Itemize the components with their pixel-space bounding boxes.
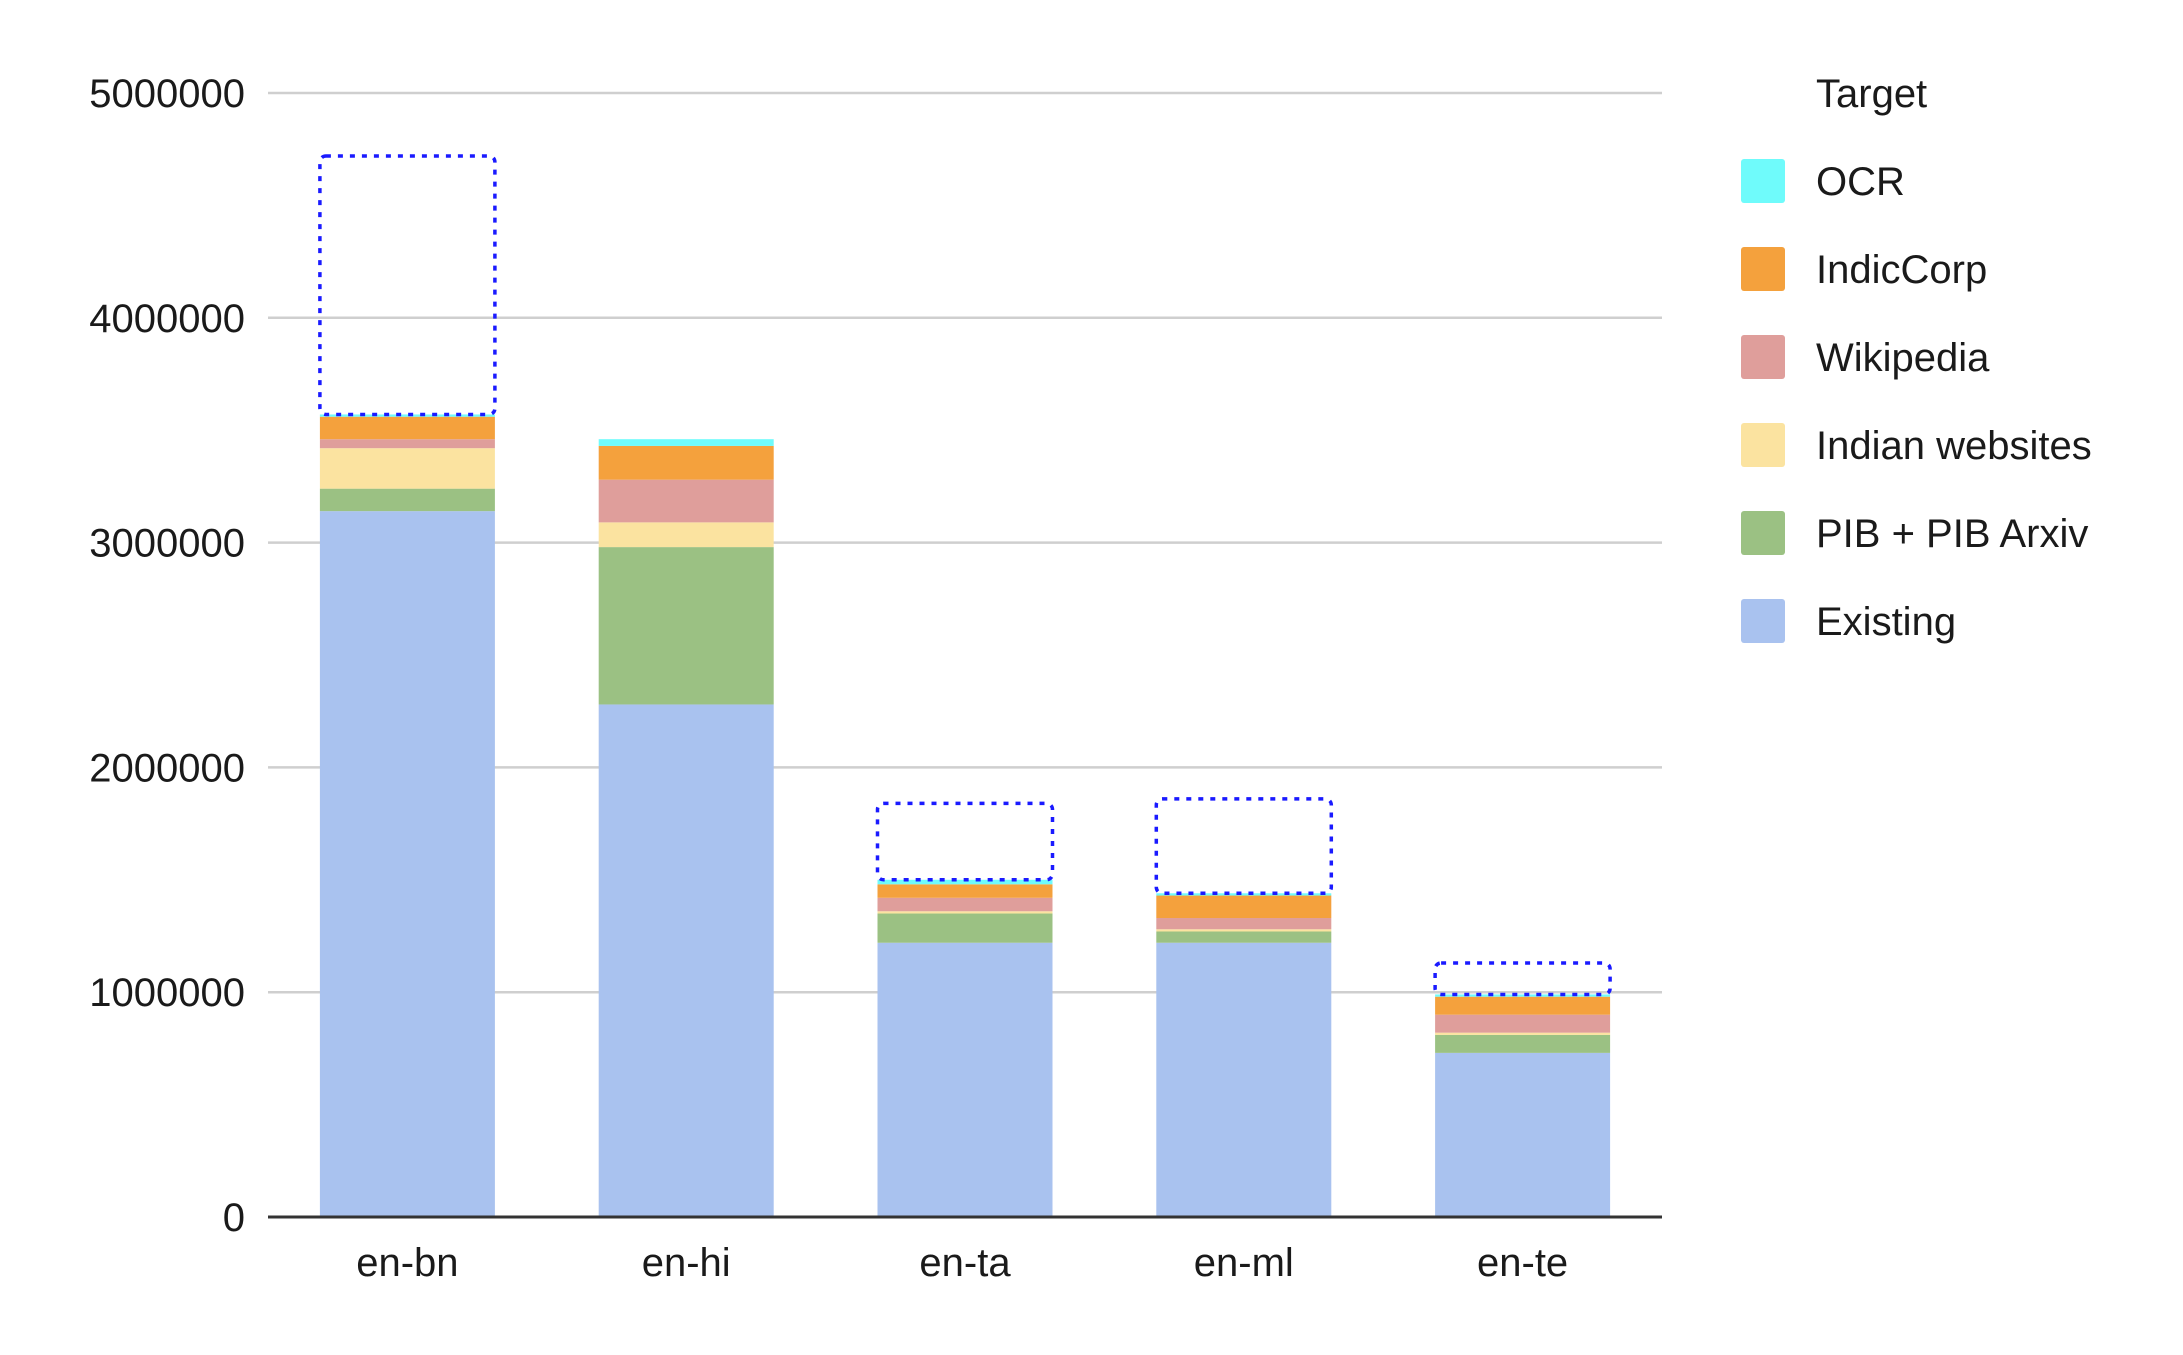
bar-segment-en-bn-pib-pib-arxiv <box>319 488 495 512</box>
x-category-label: en-ml <box>1194 1241 1294 1285</box>
legend-swatch-existing <box>1741 599 1785 643</box>
bar-segment-en-bn-wikipedia <box>319 439 495 449</box>
y-tick-label: 5000000 <box>89 72 245 116</box>
legend-label: Indian websites <box>1816 424 2092 468</box>
y-tick-label: 4000000 <box>89 297 245 341</box>
bar-segment-en-te-indian-websites <box>1435 1032 1611 1035</box>
bar-segment-en-ml-indiccorp <box>1156 895 1332 919</box>
bar-segment-en-bn-indian-websites <box>319 448 495 489</box>
bar-segment-en-ta-existing <box>877 942 1053 1217</box>
bars <box>319 414 1611 1217</box>
x-axis-categories: en-bn en-hi en-ta en-ml en-te <box>356 1241 1568 1285</box>
legend-swatch-indiccorp <box>1741 247 1785 291</box>
bar-segment-en-ta-ocr <box>877 879 1053 885</box>
bar-segment-en-hi-indian-websites <box>598 522 774 548</box>
legend-swatch-indian-websites <box>1741 423 1785 467</box>
bar-segment-en-hi-wikipedia <box>598 479 774 523</box>
legend-swatch-wikipedia <box>1741 335 1785 379</box>
legend-swatch-ocr <box>1741 159 1785 203</box>
bar-segment-en-ml-indian-websites <box>1156 929 1332 932</box>
legend-label: OCR <box>1816 160 1905 204</box>
legend-label: Wikipedia <box>1816 336 1990 380</box>
y-tick-label: 2000000 <box>89 746 245 790</box>
bar-segment-en-ta-pib-pib-arxiv <box>877 913 1053 943</box>
bar-segment-en-ml-existing <box>1156 942 1332 1217</box>
x-category-label: en-te <box>1477 1241 1568 1285</box>
legend-label: IndicCorp <box>1816 248 1987 292</box>
y-tick-label: 3000000 <box>89 522 245 566</box>
x-category-label: en-ta <box>919 1241 1011 1285</box>
bar-segment-en-ta-indian-websites <box>877 911 1053 914</box>
legend-title: Target <box>1816 72 1927 116</box>
bar-segment-en-hi-ocr <box>598 439 774 446</box>
x-category-label: en-hi <box>642 1241 731 1285</box>
legend-label: Existing <box>1816 600 1956 644</box>
bar-segment-en-te-pib-pib-arxiv <box>1435 1034 1611 1053</box>
bar-segment-en-ml-wikipedia <box>1156 918 1332 930</box>
bar-segment-en-te-indiccorp <box>1435 996 1611 1015</box>
bar-segment-en-bn-indiccorp <box>319 416 495 440</box>
bar-segment-en-te-ocr <box>1435 994 1611 997</box>
target-marker-en-bn <box>318 154 497 417</box>
target-markers <box>318 154 1612 997</box>
legend-label: PIB + PIB Arxiv <box>1816 512 2088 556</box>
legend-swatch-pib-pib-arxiv <box>1741 511 1785 555</box>
bar-segment-en-te-wikipedia <box>1435 1014 1611 1033</box>
legend: Target OCR IndicCorp Wikipedia Indian websi… <box>1741 72 2092 644</box>
bar-segment-en-hi-existing <box>598 704 774 1217</box>
target-marker-en-te <box>1433 961 1612 997</box>
y-tick-label: 0 <box>223 1196 245 1240</box>
target-marker-en-ta <box>875 801 1055 882</box>
bar-segment-en-ml-ocr <box>1156 893 1332 896</box>
gridlines <box>268 91 1662 994</box>
bar-segment-en-ta-indiccorp <box>877 884 1053 898</box>
bar-segment-en-te-existing <box>1435 1052 1611 1217</box>
y-tick-label: 1000000 <box>89 971 245 1015</box>
bar-segment-en-ta-wikipedia <box>877 897 1053 912</box>
y-axis-ticks: 0 1000000 2000000 3000000 4000000 5000000 <box>89 72 245 1240</box>
target-marker-en-ml <box>1154 797 1334 896</box>
bar-segment-en-ml-pib-pib-arxiv <box>1156 931 1332 943</box>
x-category-label: en-bn <box>356 1241 458 1285</box>
bar-segment-en-hi-pib-pib-arxiv <box>598 547 774 705</box>
bar-segment-en-bn-ocr <box>319 414 495 417</box>
bar-segment-en-bn-existing <box>319 511 495 1217</box>
bar-segment-en-hi-indiccorp <box>598 445 774 480</box>
